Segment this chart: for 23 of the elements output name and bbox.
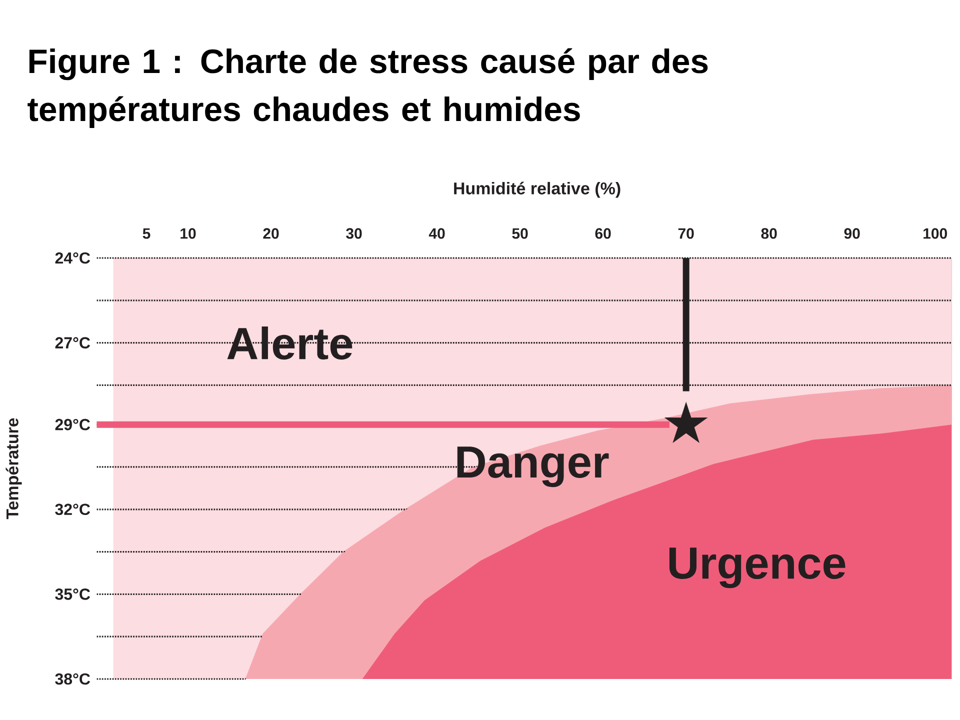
y-tick-label: 24°C [55,252,90,264]
x-axis-title: Humidité relative (%) [454,182,620,198]
y-tick-label: 29°C [55,418,90,430]
x-tick-label: 5 [142,228,150,239]
y-axis-title: Température [6,418,22,520]
x-tick-label: 80 [761,228,777,239]
x-tick-label: 100 [924,228,947,239]
y-tick-label: 27°C [55,337,90,348]
x-tick-label: 10 [180,228,196,239]
series-label: Alerte [227,326,352,360]
x-tick-label: 70 [678,228,694,239]
x-tick-label: 60 [595,228,611,239]
x-tick-label: 40 [428,228,445,239]
series-label: Urgence [669,548,846,588]
y-tick-label: 38°C [55,673,90,685]
series-label: Danger [457,446,609,488]
x-tick-label: 30 [346,228,362,239]
x-tick-label: 20 [263,228,279,239]
x-tick-label: 50 [512,228,528,239]
chart-title: Figure 1 : Charte de stress causé par des températures chaudes et humides [28,48,708,128]
y-tick-label: 32°C [55,504,90,516]
x-tick-label: 90 [844,228,860,239]
y-tick-label: 35°C [55,588,90,600]
